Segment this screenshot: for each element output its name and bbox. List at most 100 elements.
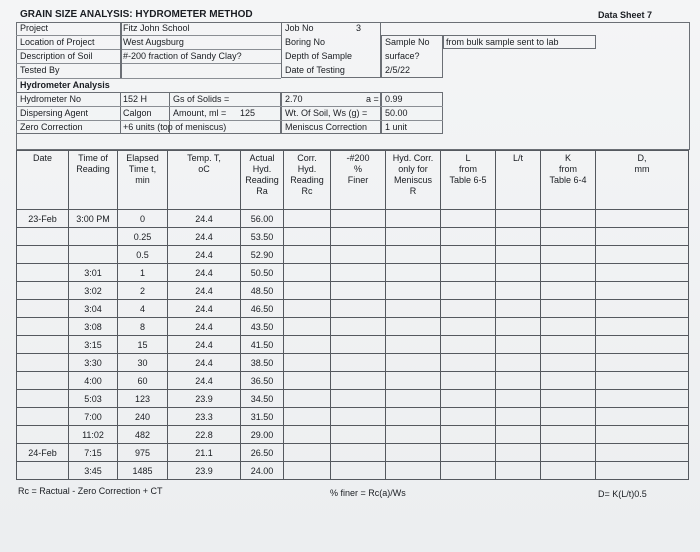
field-label: Hydrometer No — [20, 94, 82, 104]
table-cell: 24.4 — [167, 317, 241, 336]
table-cell: 4:00 — [68, 371, 118, 390]
table-cell — [440, 227, 496, 246]
table-cell: 26.50 — [240, 443, 284, 462]
table-cell: 3:01 — [68, 263, 118, 282]
field-label: Meniscus Correction — [285, 122, 368, 132]
table-cell — [385, 299, 441, 318]
table-cell — [16, 263, 69, 282]
table-cell — [330, 299, 386, 318]
table-cell — [68, 245, 118, 264]
table-cell: 7:15 — [68, 443, 118, 462]
table-cell: 60 — [117, 371, 168, 390]
header-line: K — [564, 153, 571, 163]
table-cell: 22.8 — [167, 425, 241, 444]
table-cell — [385, 281, 441, 300]
table-cell — [283, 317, 331, 336]
table-cell: 53.50 — [240, 227, 284, 246]
table-cell: 3:08 — [68, 317, 118, 336]
header-line: % — [353, 164, 362, 174]
table-cell — [385, 389, 441, 408]
header-line: Rc — [301, 186, 313, 196]
table-cell: 24.4 — [167, 281, 241, 300]
table-cell — [595, 227, 689, 246]
table-cell — [595, 245, 689, 264]
field-label: Gs of Solids = — [173, 94, 230, 104]
table-cell: 3:45 — [68, 461, 118, 480]
column-header: Corr. Hyd. Reading Rc — [283, 150, 331, 210]
table-cell — [385, 353, 441, 372]
field-value: 50.00 — [385, 108, 408, 118]
table-cell — [330, 425, 386, 444]
field-value: Fitz John School — [123, 23, 190, 33]
header-line: -#200 — [346, 153, 370, 163]
field-label: Depth of Sample — [285, 51, 353, 61]
table-row: 4:00 60 24.4 36.50 — [16, 371, 689, 390]
table-cell — [385, 263, 441, 282]
header-line: Elapsed — [126, 153, 159, 163]
table-cell — [540, 317, 596, 336]
table-cell: 0.25 — [117, 227, 168, 246]
column-header: Elapsed Time t, min — [117, 150, 168, 210]
header-line: L/t — [512, 153, 523, 163]
table-cell — [495, 443, 541, 462]
table-cell — [495, 353, 541, 372]
table-cell: 15 — [117, 335, 168, 354]
table-cell: 24.4 — [167, 335, 241, 354]
table-cell — [16, 461, 69, 480]
table-row: 7:00 240 23.3 31.50 — [16, 407, 689, 426]
field-value: 2.70 — [285, 94, 303, 104]
header-line: Hyd. — [252, 164, 272, 174]
table-cell — [283, 227, 331, 246]
table-cell — [16, 389, 69, 408]
table-cell — [440, 245, 496, 264]
table-cell: 36.50 — [240, 371, 284, 390]
table-cell: 23.9 — [167, 461, 241, 480]
table-cell — [440, 209, 496, 228]
table-cell — [16, 299, 69, 318]
header-line: mm — [634, 164, 650, 174]
table-row: 5:03 123 23.9 34.50 — [16, 389, 689, 408]
table-cell: 34.50 — [240, 389, 284, 408]
table-cell — [385, 443, 441, 462]
table-cell — [283, 461, 331, 480]
table-cell — [440, 263, 496, 282]
table-cell — [495, 371, 541, 390]
header-line: Corr. — [297, 153, 317, 163]
table-cell — [16, 317, 69, 336]
field-label: Location of Project — [20, 37, 95, 47]
table-cell — [595, 263, 689, 282]
table-cell — [440, 461, 496, 480]
table-cell: 23.3 — [167, 407, 241, 426]
table-cell: 24.4 — [167, 371, 241, 390]
column-header: Actual Hyd. Reading Ra — [240, 150, 284, 210]
table-cell — [16, 227, 69, 246]
table-cell — [330, 443, 386, 462]
table-cell: 43.50 — [240, 317, 284, 336]
table-cell — [495, 317, 541, 336]
table-cell — [595, 281, 689, 300]
column-header: Temp. T, oC — [167, 150, 241, 210]
table-row: 3:01 1 24.4 50.50 — [16, 263, 689, 282]
table-cell: 23-Feb — [16, 209, 69, 228]
table-cell — [330, 227, 386, 246]
header-line: Temp. T, — [187, 153, 221, 163]
table-cell — [385, 461, 441, 480]
column-header: L/t — [495, 150, 541, 210]
header-line: Meniscus — [393, 175, 432, 185]
table-cell — [440, 425, 496, 444]
table-cell — [283, 407, 331, 426]
sheet-number: Data Sheet 7 — [598, 10, 653, 20]
table-cell — [385, 317, 441, 336]
field-value: #-200 fraction of Sandy Clay? — [123, 51, 242, 61]
table-cell: 46.50 — [240, 299, 284, 318]
table-cell: 0.5 — [117, 245, 168, 264]
table-cell: 21.1 — [167, 443, 241, 462]
header-line: Reading — [245, 175, 279, 185]
table-cell — [540, 335, 596, 354]
table-cell — [540, 245, 596, 264]
field-value: +6 units (top of meniscus) — [123, 122, 227, 132]
field-label: Dispersing Agent — [20, 108, 89, 118]
table-cell: 975 — [117, 443, 168, 462]
table-cell — [495, 281, 541, 300]
field-value: 152 H — [123, 94, 148, 104]
